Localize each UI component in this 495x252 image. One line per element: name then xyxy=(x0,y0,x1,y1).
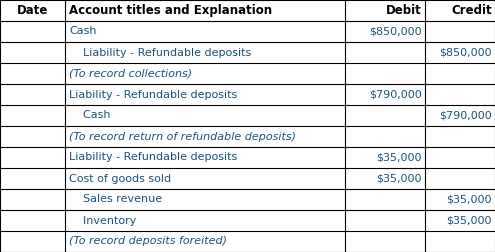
Text: $35,000: $35,000 xyxy=(446,215,492,226)
Text: Liability - Refundable deposits: Liability - Refundable deposits xyxy=(69,152,237,163)
Text: Liability - Refundable deposits: Liability - Refundable deposits xyxy=(69,89,237,100)
Text: $35,000: $35,000 xyxy=(446,195,492,205)
Text: Liability - Refundable deposits: Liability - Refundable deposits xyxy=(69,47,251,57)
Text: Account titles and Explanation: Account titles and Explanation xyxy=(69,4,272,17)
Text: (To record return of refundable deposits): (To record return of refundable deposits… xyxy=(69,132,296,142)
Text: Debit: Debit xyxy=(386,4,422,17)
Text: $35,000: $35,000 xyxy=(377,173,422,183)
Text: Inventory: Inventory xyxy=(69,215,137,226)
Text: $850,000: $850,000 xyxy=(369,26,422,37)
Text: Credit: Credit xyxy=(451,4,492,17)
Text: Date: Date xyxy=(17,4,48,17)
Text: (To record collections): (To record collections) xyxy=(69,69,192,79)
Text: Cash: Cash xyxy=(69,26,97,37)
Text: $790,000: $790,000 xyxy=(439,110,492,120)
Text: Cost of goods sold: Cost of goods sold xyxy=(69,173,171,183)
Text: Cash: Cash xyxy=(69,110,110,120)
Text: (To record deposits foreited): (To record deposits foreited) xyxy=(69,236,227,246)
Text: $35,000: $35,000 xyxy=(377,152,422,163)
Text: Sales revenue: Sales revenue xyxy=(69,195,162,205)
Text: $850,000: $850,000 xyxy=(440,47,492,57)
Text: $790,000: $790,000 xyxy=(369,89,422,100)
